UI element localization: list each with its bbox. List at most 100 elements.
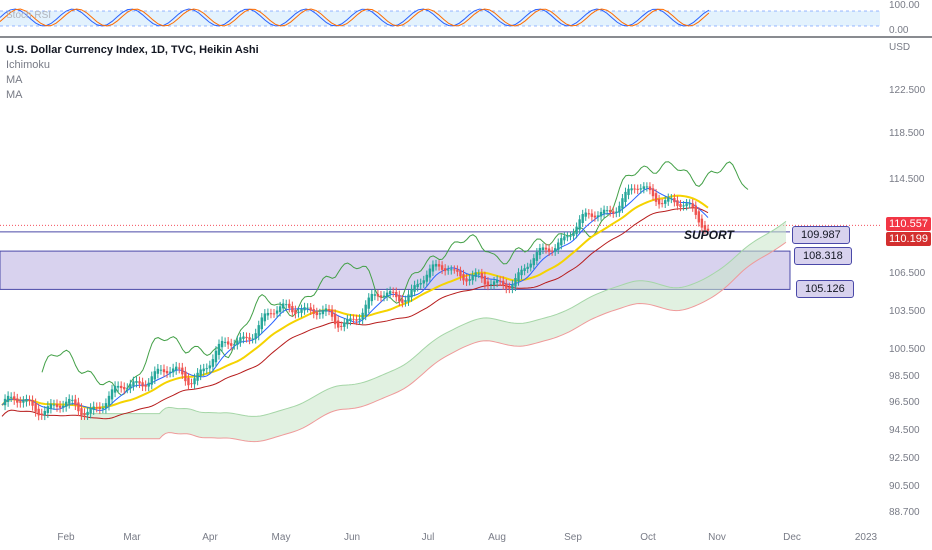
candle-body: [355, 319, 358, 321]
candle-body: [550, 250, 554, 252]
candle-body: [526, 266, 529, 269]
candle-body: [440, 265, 444, 270]
candle-body: [13, 396, 16, 401]
candle-body: [113, 385, 117, 393]
candle-body: [217, 343, 221, 355]
candle-body: [373, 294, 377, 296]
support-annotation[interactable]: SUPORT: [684, 228, 734, 242]
candle-body: [86, 411, 89, 416]
candle-body: [9, 396, 13, 398]
stoch-k-line: [0, 8, 710, 27]
candle-body: [654, 193, 658, 202]
candle-body: [49, 403, 53, 409]
candle-body: [147, 382, 150, 387]
candle-body: [312, 309, 315, 314]
symbol-title[interactable]: U.S. Dollar Currency Index, 1D, TVC, Hei…: [6, 44, 259, 56]
candle-body: [514, 278, 517, 287]
indicator-ma-1[interactable]: MA: [6, 74, 23, 86]
candle-body: [68, 398, 71, 404]
indicator-ma-2[interactable]: MA: [6, 89, 23, 101]
candle-body: [682, 205, 685, 207]
candle-body: [563, 236, 566, 241]
candle-body: [679, 204, 682, 207]
support-zone[interactable]: [0, 250, 791, 290]
candle-body: [214, 350, 218, 363]
candle-body: [22, 400, 25, 403]
candle-body: [138, 381, 141, 384]
candle-body: [92, 406, 95, 410]
candle-body: [410, 289, 413, 298]
price-axis[interactable]: USD 122.500118.500114.500110.500106.5001…: [889, 42, 926, 518]
candle-body: [532, 258, 535, 266]
candle-body: [74, 399, 77, 406]
indicator-ichimoku[interactable]: Ichimoku: [6, 59, 51, 71]
candle-body: [31, 400, 34, 406]
ichimoku-lagging-span: [41, 161, 749, 396]
candle-body: [242, 336, 245, 339]
candle-body: [89, 408, 92, 414]
candle-body: [141, 382, 144, 387]
candle-body: [459, 270, 462, 277]
time-tick-3: May: [272, 532, 291, 543]
candle-body: [19, 401, 22, 403]
price-tick-10: 92.500: [889, 453, 920, 464]
candle-body: [385, 292, 389, 297]
candle-body: [80, 408, 83, 416]
candle-body: [428, 268, 432, 278]
candle-body: [95, 407, 98, 409]
candle-body: [352, 318, 355, 320]
candle-body: [398, 294, 401, 302]
candle-body: [456, 269, 459, 272]
candle-body: [202, 368, 205, 372]
oscillator-label: Stoch RSI: [6, 10, 52, 21]
level-label-108318[interactable]: 108.318: [794, 247, 852, 265]
candle-body: [263, 313, 267, 322]
time-axis[interactable]: Feb Mar Apr May Jun Jul Aug Sep Oct Nov Dec 2023: [57, 532, 877, 543]
candle-body: [376, 294, 380, 297]
ichimoku-cloud: [80, 221, 786, 442]
candle-body: [34, 403, 37, 412]
candle-body: [529, 263, 532, 268]
candle-body: [413, 285, 416, 292]
candle-body: [407, 294, 410, 302]
candle-body: [382, 295, 386, 297]
candle-body: [633, 188, 636, 190]
candle-body: [612, 211, 615, 214]
candle-body: [694, 205, 697, 215]
candle-body: [245, 336, 248, 339]
candle-body: [557, 242, 560, 250]
candle-body: [505, 283, 508, 289]
candle-body: [508, 287, 511, 289]
candle-body: [697, 211, 701, 223]
candle-body: [587, 213, 591, 215]
candle-body: [477, 273, 480, 275]
candle-body: [327, 309, 331, 311]
candle-body: [575, 226, 578, 235]
candle-body: [370, 293, 374, 302]
time-tick-0: Feb: [57, 532, 75, 543]
candle-body: [422, 280, 425, 284]
level-label-105126[interactable]: 105.126: [796, 280, 854, 298]
candle-body: [584, 212, 587, 217]
candle-body: [547, 248, 551, 252]
candle-body: [230, 343, 233, 346]
candle-body: [123, 387, 126, 390]
candle-body: [401, 299, 404, 303]
price-axis-unit: USD: [889, 42, 910, 53]
candle-body: [294, 310, 297, 315]
candle-body: [566, 236, 569, 238]
candle-body: [431, 264, 435, 272]
candle-body: [673, 197, 676, 203]
candle-body: [178, 367, 181, 369]
candle-body: [303, 307, 306, 311]
level-label-109987[interactable]: 109.987: [792, 226, 850, 244]
candle-body: [392, 291, 395, 293]
candle-body: [627, 188, 630, 196]
candle-body: [291, 306, 294, 313]
candle-body: [171, 368, 175, 373]
candle-body: [126, 387, 129, 389]
candle-body: [83, 413, 86, 416]
candle-body: [599, 211, 603, 217]
oscillator-band: [0, 11, 880, 26]
